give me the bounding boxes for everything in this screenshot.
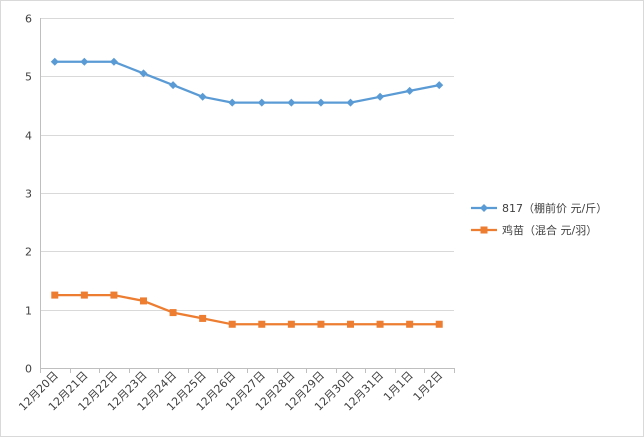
gridlines [40, 18, 454, 311]
x-axis-ticks: 12月20日12月21日12月22日12月23日12月24日12月25日12月2… [16, 368, 455, 413]
y-tick-label: 4 [25, 130, 32, 143]
legend-marker [480, 204, 488, 212]
y-tick-label: 1 [25, 305, 32, 318]
data-point [109, 57, 118, 66]
y-tick-label: 6 [25, 13, 32, 26]
legend: 817（棚前价 元/斤） 鸡苗（混合 元/羽） [471, 201, 607, 237]
data-point [347, 320, 354, 328]
data-point [80, 291, 88, 299]
data-point [198, 92, 207, 101]
data-point [80, 57, 89, 66]
x-tick-label: 1月2日 [411, 369, 446, 404]
data-point [199, 314, 207, 322]
data-point [376, 320, 384, 328]
data-point [435, 81, 444, 90]
data-point [257, 98, 266, 107]
data-point [435, 320, 443, 328]
y-tick-label: 5 [25, 71, 32, 84]
data-point [110, 291, 118, 299]
data-point [258, 320, 266, 328]
data-point [316, 98, 325, 107]
legend-marker [480, 226, 488, 234]
y-axis-ticks: 0 1 2 3 4 5 6 [25, 13, 32, 376]
y-tick-label: 2 [25, 246, 32, 259]
data-point [287, 98, 296, 107]
y-tick-label: 3 [25, 188, 32, 201]
data-point [406, 320, 414, 328]
y-tick-label: 0 [25, 363, 32, 376]
data-point [169, 81, 178, 90]
x-tick-label: 1月1日 [381, 369, 416, 404]
data-point [405, 86, 414, 95]
data-point [50, 57, 59, 66]
data-point [169, 309, 177, 317]
legend-label: 鸡苗（混合 元/羽） [502, 223, 597, 237]
data-point [139, 69, 148, 78]
series-line-2 [54, 293, 440, 326]
data-point [287, 320, 295, 328]
data-point [51, 291, 59, 299]
data-point [376, 92, 385, 101]
data-point [228, 98, 237, 107]
data-point [228, 320, 236, 328]
legend-label: 817（棚前价 元/斤） [502, 201, 607, 215]
series-line-1 [54, 60, 440, 104]
series-group [50, 57, 444, 328]
data-point [140, 297, 147, 305]
data-point [346, 98, 355, 107]
data-point [317, 320, 325, 328]
